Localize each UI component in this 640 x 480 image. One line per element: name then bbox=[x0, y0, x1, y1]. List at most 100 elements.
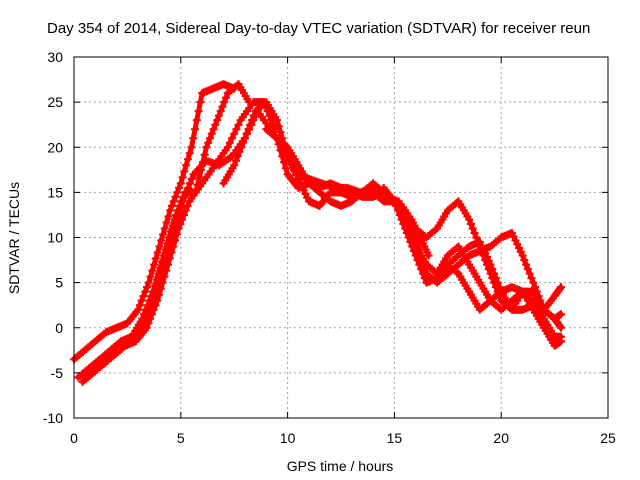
data-point bbox=[555, 284, 564, 293]
data-point bbox=[169, 197, 178, 206]
series-track-7 bbox=[272, 134, 566, 350]
data-point bbox=[557, 337, 566, 346]
data-point bbox=[148, 299, 157, 308]
data-point bbox=[175, 183, 184, 192]
y-tick-label: 25 bbox=[47, 94, 63, 110]
data-point bbox=[495, 283, 504, 292]
data-point bbox=[232, 125, 241, 134]
data-point bbox=[183, 201, 192, 210]
data-point bbox=[151, 254, 160, 263]
y-tick-label: -5 bbox=[51, 365, 64, 381]
data-point bbox=[187, 174, 196, 183]
data-point bbox=[166, 239, 175, 248]
data-point bbox=[207, 129, 216, 138]
data-point bbox=[223, 143, 232, 152]
data-point bbox=[182, 161, 191, 170]
data-point bbox=[406, 238, 415, 247]
data-point bbox=[177, 203, 186, 212]
data-point bbox=[230, 129, 239, 138]
data-point bbox=[276, 128, 285, 137]
data-point bbox=[234, 120, 243, 129]
data-point bbox=[557, 323, 566, 332]
data-point bbox=[171, 221, 180, 230]
data-point bbox=[167, 201, 176, 210]
data-point bbox=[276, 146, 285, 155]
data-point bbox=[522, 260, 531, 269]
data-point bbox=[527, 274, 536, 283]
data-point bbox=[170, 227, 179, 236]
x-tick-label: 0 bbox=[70, 430, 78, 446]
data-point bbox=[144, 278, 153, 287]
data-point bbox=[139, 292, 148, 301]
y-tick-label: -10 bbox=[43, 410, 63, 426]
x-tick-label: 5 bbox=[177, 430, 185, 446]
data-point bbox=[161, 257, 170, 266]
data-point bbox=[402, 228, 411, 237]
data-point bbox=[162, 251, 171, 260]
data-point bbox=[192, 116, 201, 125]
data-point bbox=[155, 275, 164, 284]
y-tick-label: 0 bbox=[55, 320, 63, 336]
data-point bbox=[146, 272, 155, 281]
data-point bbox=[531, 283, 540, 292]
data-point bbox=[187, 143, 196, 152]
data-point bbox=[417, 265, 426, 274]
data-point bbox=[185, 149, 194, 158]
data-point bbox=[248, 116, 256, 125]
data-point bbox=[162, 218, 171, 227]
x-tick-label: 10 bbox=[280, 430, 296, 446]
data-point bbox=[135, 301, 144, 310]
ticks-group: 0 5 10 15 20 25 -10 -5 0 5 10 15 20 25 30 bbox=[43, 49, 616, 446]
data-point bbox=[137, 296, 146, 305]
data-point bbox=[152, 287, 161, 296]
grid bbox=[74, 57, 608, 418]
data-point bbox=[159, 263, 168, 272]
y-axis-title: SDTVAR / TECUs bbox=[6, 182, 22, 294]
data-point bbox=[150, 260, 159, 269]
y-tick-label: 20 bbox=[47, 139, 63, 155]
data-point bbox=[195, 173, 204, 182]
data-point bbox=[186, 179, 195, 188]
series-track-9 bbox=[411, 238, 566, 314]
data-point bbox=[523, 265, 532, 274]
data-point bbox=[242, 129, 251, 138]
data-point bbox=[555, 322, 564, 331]
data-point bbox=[194, 107, 203, 116]
data-point bbox=[205, 134, 214, 143]
data-point bbox=[557, 310, 566, 319]
data-point bbox=[491, 274, 500, 283]
data-point bbox=[180, 192, 189, 201]
data-point bbox=[231, 156, 240, 165]
data-point bbox=[214, 111, 223, 120]
data-point bbox=[280, 158, 289, 167]
y-tick-label: 5 bbox=[55, 275, 63, 291]
data-point bbox=[490, 269, 499, 278]
data-point bbox=[164, 212, 173, 221]
data-point bbox=[468, 224, 477, 233]
series-track-1 bbox=[70, 80, 239, 364]
data-point bbox=[182, 188, 191, 197]
data-point bbox=[237, 143, 246, 152]
data-point bbox=[230, 161, 239, 170]
data-point bbox=[175, 209, 184, 218]
data-point bbox=[209, 125, 218, 134]
data-point bbox=[216, 107, 225, 116]
data-point bbox=[166, 206, 175, 215]
x-tick-label: 25 bbox=[600, 430, 616, 446]
data-point bbox=[173, 215, 182, 224]
x-axis-title: GPS time / hours bbox=[287, 458, 394, 474]
data-point bbox=[220, 98, 229, 107]
data-point bbox=[218, 102, 227, 111]
y-tick-label: 10 bbox=[47, 230, 63, 246]
data-point bbox=[246, 120, 255, 129]
data-point bbox=[222, 93, 231, 102]
data-point bbox=[518, 251, 527, 260]
data-point bbox=[281, 164, 290, 173]
data-point bbox=[150, 293, 159, 302]
data-point bbox=[278, 152, 287, 161]
data-point bbox=[141, 287, 150, 296]
data-point bbox=[204, 138, 213, 147]
data-point bbox=[157, 236, 166, 245]
